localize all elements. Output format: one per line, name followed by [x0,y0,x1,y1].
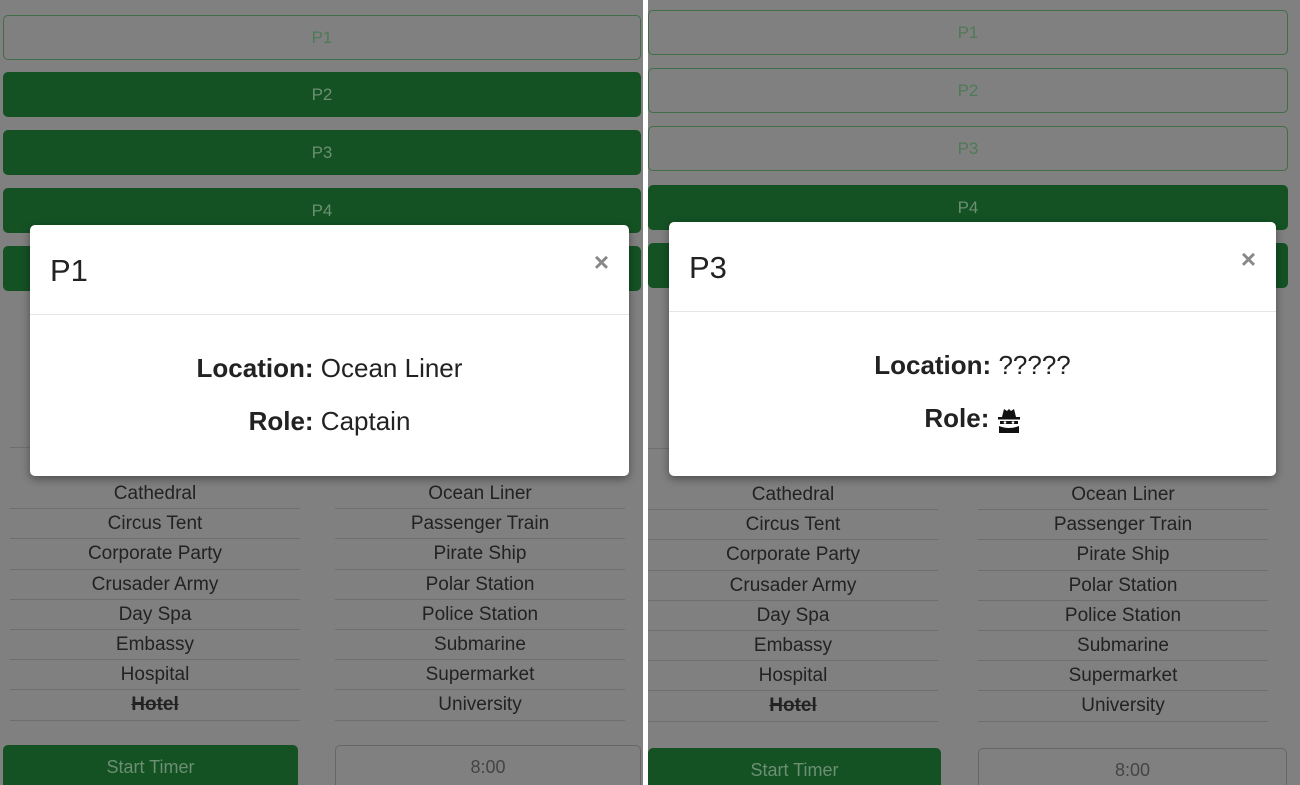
timer-value: 8:00 [1114,760,1151,780]
player-label: P3 [957,138,979,158]
close-icon[interactable]: × [593,247,609,277]
player-label: P2 [957,80,979,100]
location-item[interactable]: Hospital [10,660,300,691]
locations-list-left: Cathedral Circus Tent Corporate Party Crusa… [648,480,938,722]
location-item[interactable]: Day Spa [10,600,300,630]
location-item[interactable]: Embassy [10,630,300,661]
close-icon[interactable]: × [1240,244,1256,274]
location-item[interactable]: Supermarket [335,660,625,691]
locations-list-right: Ocean Liner Passenger Train Pirate Ship Pol… [335,479,625,721]
location-item[interactable]: Passenger Train [335,509,625,540]
role-value: Captain [320,406,411,436]
location-item[interactable]: University [978,691,1268,722]
player-modal: P1 × Location: Ocean Liner Role: Captain [30,225,629,476]
role-label: Role: [248,406,314,436]
location-item[interactable]: Pirate Ship [978,540,1268,571]
location-item[interactable]: Supermarket [978,661,1268,692]
location-item[interactable]: Cathedral [648,480,938,511]
location-item[interactable]: Police Station [335,600,625,630]
location-item[interactable]: Embassy [648,631,938,662]
player-button-2[interactable]: P2 [648,68,1288,113]
locations-list-right: Ocean Liner Passenger Train Pirate Ship Pol… [978,480,1268,722]
player-button-2[interactable]: P2 [3,72,641,117]
location-item[interactable]: Cathedral [10,479,300,510]
location-item[interactable]: Hotel [10,690,300,721]
location-label: Location: [874,350,992,380]
player-label: P4 [311,200,333,220]
location-item[interactable]: Circus Tent [648,510,938,541]
start-timer-label: Start Timer [106,757,195,777]
location-item[interactable]: Passenger Train [978,510,1268,541]
screen-right: P1P2P3P4P5CathedralCircus TentCorporate … [648,0,1300,785]
timer-display: 8:00 [978,748,1287,785]
location-value: Ocean Liner [320,353,463,383]
player-button-3[interactable]: P3 [648,126,1288,171]
player-button-1[interactable]: P1 [648,10,1288,55]
modal-title: P3 [689,250,727,285]
location-item[interactable]: Submarine [978,631,1268,662]
player-label: P1 [957,22,979,42]
spy-icon [997,409,1020,434]
location-item[interactable]: Polar Station [978,571,1268,601]
player-modal: P3 × Location: ????? Role: [669,222,1276,476]
modal-header: P3 × [669,222,1276,312]
player-label: P1 [311,27,333,47]
location-item[interactable]: Corporate Party [10,539,300,570]
player-button-1[interactable]: P1 [3,15,641,60]
modal-title: P1 [50,253,88,288]
player-label: P4 [957,197,979,217]
location-item[interactable]: Ocean Liner [978,480,1268,511]
location-item[interactable]: Crusader Army [10,570,300,600]
location-row: Location: ????? [669,350,1276,381]
location-item[interactable]: Ocean Liner [335,479,625,510]
location-item[interactable]: Polar Station [335,570,625,600]
location-item[interactable]: Crusader Army [648,571,938,601]
modal-header: P1 × [30,225,629,315]
player-button-3[interactable]: P3 [3,130,641,175]
modal-body: Location: ????? Role: [669,350,1276,434]
location-item[interactable]: Hotel [648,691,938,722]
location-value: ????? [998,350,1071,380]
role-row: Role: [669,403,1276,434]
location-item[interactable]: Circus Tent [10,509,300,540]
screen-left: P1P2P3P4P5CathedralCircus TentCorporate … [0,0,643,785]
player-label: P3 [311,142,333,162]
location-label: Location: [196,353,314,383]
role-label: Role: [924,403,990,433]
timer-value: 8:00 [470,757,506,777]
modal-body: Location: Ocean Liner Role: Captain [30,353,629,437]
location-item[interactable]: Police Station [978,601,1268,631]
location-item[interactable]: Hospital [648,661,938,692]
location-item[interactable]: Corporate Party [648,540,938,571]
location-item[interactable]: Submarine [335,630,625,661]
location-item[interactable]: Day Spa [648,601,938,631]
start-timer-button[interactable]: Start Timer [648,748,941,785]
timer-display: 8:00 [335,745,641,785]
role-row: Role: Captain [30,406,629,437]
start-timer-button[interactable]: Start Timer [3,745,298,785]
start-timer-label: Start Timer [750,760,839,780]
location-item[interactable]: Pirate Ship [335,539,625,570]
location-item[interactable]: University [335,690,625,721]
player-label: P2 [311,84,333,104]
locations-list-left: Cathedral Circus Tent Corporate Party Crusa… [10,479,300,721]
location-row: Location: Ocean Liner [30,353,629,384]
